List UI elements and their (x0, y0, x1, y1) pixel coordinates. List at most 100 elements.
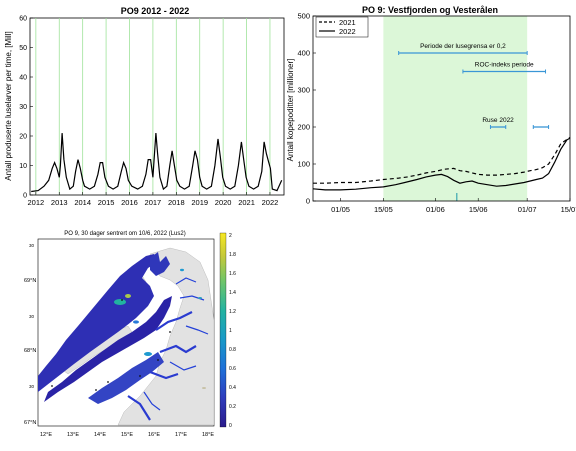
map-farm-markers (51, 299, 171, 391)
chart2-plot-area (312, 15, 571, 202)
farm-marker (107, 381, 109, 383)
chart1-y-tick-label: 50 (19, 45, 27, 52)
chart1-x-tick-label: 2021 (238, 198, 255, 207)
chart2-y-tick-label: 300 (297, 86, 310, 95)
map-hotspot-5 (180, 268, 184, 272)
map-colorbar (219, 232, 227, 428)
map-lat-30-a: 30 (29, 314, 35, 319)
map-lat-30-b: 30 (29, 384, 35, 389)
map-colorbar-tick-label: 1.4 (229, 290, 236, 296)
chart2-x-tick-label: 01/06 (426, 205, 445, 214)
chart1-y-axis-label: Antall produserte luselarver per time, [… (4, 31, 13, 180)
chart2-annotation-label: Ruse 2022 (482, 117, 514, 124)
map-hotspot-2 (125, 294, 131, 298)
chart2-y-tick-label: 0 (306, 197, 310, 206)
chart2-y-tick-label: 500 (297, 12, 310, 21)
map-land-mainland (117, 247, 215, 426)
chart2-series-line-2022 (312, 137, 571, 191)
chart1-y-tick-label: 10 (19, 163, 27, 170)
map-colorbar-tick-label: 0.2 (229, 404, 236, 410)
legend-label-2021: 2021 (339, 18, 356, 27)
map-colorbar-tick-label: 1 (229, 328, 232, 334)
chart1-x-ticks: 2012 2013 2014 2015 2016 2017 2018 2019 2020 2021… (28, 192, 279, 207)
map-colorbar-tick-label: 0.4 (229, 385, 236, 391)
map-lat-67: 67°N (24, 420, 36, 426)
chart1-y-tick-label: 60 (19, 16, 27, 23)
farm-marker (95, 389, 97, 391)
map-colorbar-tick-label: 0.8 (229, 347, 236, 353)
chart1-title: PO9 2012 - 2022 (121, 6, 190, 16)
chart2-annotations: Periode der lusegrensa er 0,2 ROC-indeks … (398, 43, 550, 201)
map-hotspot-4 (133, 320, 139, 324)
map-lat-68: 68°N (24, 348, 36, 354)
chart2-title: PO 9: Vestfjorden og Vesterålen (362, 5, 498, 15)
map-colorbar-tick-label: 1.8 (229, 252, 236, 258)
chart-po9-map: PO 9, 30 dager sentrert om 10/6, 2022 (L… (24, 231, 236, 438)
chart-po9-vestfjorden: PO 9: Vestfjorden og Vesterålen 0 100 200 3… (286, 5, 576, 214)
chart1-x-tick-label: 2022 (262, 198, 279, 207)
map-lat-30-c: 30 (29, 243, 35, 248)
map-lon-label: 14°E (94, 432, 106, 438)
map-hotspot-7 (202, 387, 206, 389)
farm-marker (139, 375, 141, 377)
chart1-y-tick-label: 0 (23, 193, 27, 200)
chart2-y-tick-label: 400 (297, 49, 310, 58)
chart1-x-tick-label: 2016 (121, 198, 138, 207)
chart1-series (31, 133, 283, 193)
chart2-y-tick-label: 200 (297, 123, 310, 132)
chart2-series-line-2021 (313, 136, 571, 184)
map-lon-labels: 12°E 13°E 14°E 15°E 16°E 17°E 18°E (40, 432, 214, 438)
map-colorbar-tick-label: 1.6 (229, 271, 236, 277)
map-hotspot-1 (114, 299, 126, 305)
chart1-y-ticks: 0 10 20 30 40 50 60 (19, 16, 33, 200)
farm-marker (121, 299, 123, 301)
map-lon-label: 18°E (202, 432, 214, 438)
map-coverage-north (150, 252, 170, 276)
farm-marker (51, 385, 53, 387)
chart1-y-tick-label: 40 (19, 75, 27, 82)
chart2-y-axis-label: Antall kopepoditter [millioner] (286, 59, 295, 162)
chart2-x-tick-label: 15/06 (469, 205, 488, 214)
chart1-x-tick-label: 2018 (168, 198, 185, 207)
chart2-annotation-label: ROC-indeks periode (475, 62, 534, 69)
map-coverage-vestfjord (44, 296, 172, 402)
chart2-legend: 2021 2022 (315, 16, 369, 38)
chart1-grid (35, 18, 271, 195)
chart1-x-tick-label: 2015 (98, 198, 115, 207)
map-fjord-arm-1 (127, 311, 197, 421)
chart1-x-tick-label: 2012 (28, 198, 45, 207)
map-colorbar-tick-label: 1.2 (229, 309, 236, 315)
chart2-y-ticks: 0 100 200 300 400 500 (297, 12, 316, 206)
chart2-x-tick-label: 01/07 (518, 205, 537, 214)
map-hotspot-3 (144, 352, 152, 356)
map-coverage-inner (88, 352, 164, 404)
map-colorbar-tick-label: 0.6 (229, 366, 236, 372)
chart2-y-tick-label: 100 (297, 160, 310, 169)
map-coverage-outer (38, 254, 158, 392)
map-colorbar-tick-label: 2 (229, 233, 232, 239)
chart2-series (312, 136, 571, 191)
map-lon-label: 13°E (67, 432, 79, 438)
map-title: PO 9, 30 dager sentrert om 10/6, 2022 (L… (64, 231, 185, 237)
chart2-highlight-period (383, 16, 528, 201)
map-lon-label: 12°E (40, 432, 52, 438)
chart2-annotation-label: Periode der lusegrensa er 0,2 (420, 43, 506, 50)
map-colorbar-ticks: 2 1.8 1.6 1.4 1.2 1 0.8 0.6 0.4 0.2 0 (229, 233, 236, 429)
chart1-y-tick-label: 30 (19, 104, 27, 111)
chart2-x-tick-label: 01/05 (331, 205, 350, 214)
map-fjord-arm-2 (143, 277, 209, 411)
map-lon-label: 17°E (175, 432, 187, 438)
map-lon-label: 16°E (148, 432, 160, 438)
chart1-x-tick-label: 2013 (51, 198, 68, 207)
map-colorbar-tick-label: 0 (229, 423, 232, 429)
chart2-x-tick-label: 15/07 (561, 205, 576, 214)
farm-marker (169, 331, 171, 333)
chart1-x-tick-label: 2014 (74, 198, 91, 207)
map-hotspot-6 (198, 297, 202, 299)
chart1-x-tick-label: 2019 (191, 198, 208, 207)
chart1-plot-area (29, 17, 285, 196)
map-lat-69: 69°N (24, 278, 36, 284)
legend-label-2022: 2022 (339, 27, 356, 36)
chart2-x-tick-label: 15/05 (374, 205, 393, 214)
